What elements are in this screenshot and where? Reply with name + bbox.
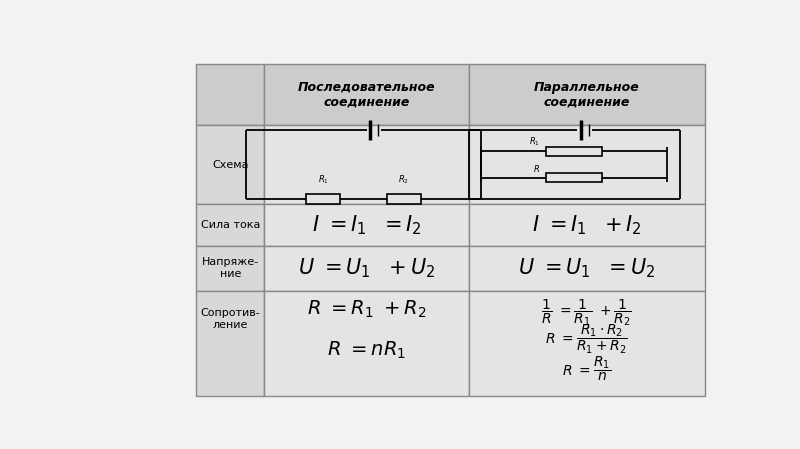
Bar [264, 291, 469, 396]
Text: $U\ =U_1\ \ =U_2$: $U\ =U_1\ \ =U_2$ [518, 256, 655, 280]
Bar [469, 64, 705, 125]
Text: $R\ =nR_1$: $R\ =nR_1$ [327, 340, 406, 361]
Text: Последовательное
соединение: Последовательное соединение [298, 80, 435, 109]
Bar [196, 64, 264, 125]
Text: $R_1$: $R_1$ [318, 173, 329, 185]
Text: Параллельное
соединение: Параллельное соединение [534, 80, 639, 109]
Bar [469, 291, 705, 396]
Text: Сопротив-
ление: Сопротив- ление [200, 308, 260, 330]
Bar [469, 246, 705, 291]
Text: $R\ =\dfrac{R_1 \cdot R_2}{R_1+R_2}$: $R\ =\dfrac{R_1 \cdot R_2}{R_1+R_2}$ [546, 323, 628, 356]
Bar [264, 64, 469, 125]
Bar [306, 194, 340, 204]
Text: Напряже-
ние: Напряже- ние [202, 257, 259, 279]
Bar [546, 173, 602, 182]
Text: Сила тока: Сила тока [201, 220, 260, 230]
Text: $I\ =I_1\ \ +I_2$: $I\ =I_1\ \ +I_2$ [532, 213, 642, 237]
Bar [546, 147, 602, 156]
Bar [264, 125, 469, 204]
Bar [386, 194, 421, 204]
Text: $R\ =\dfrac{R_1}{n}$: $R\ =\dfrac{R_1}{n}$ [562, 354, 611, 383]
Bar [196, 204, 264, 246]
Bar [264, 204, 469, 246]
Text: $R_1$: $R_1$ [530, 136, 540, 148]
Bar [196, 125, 264, 204]
Text: $R\ =R_1\ +R_2$: $R\ =R_1\ +R_2$ [306, 298, 426, 320]
Bar [196, 246, 264, 291]
Text: $R_2$: $R_2$ [398, 173, 410, 185]
Bar [469, 125, 705, 204]
Bar [469, 204, 705, 246]
Text: $U\ =U_1\ \ +U_2$: $U\ =U_1\ \ +U_2$ [298, 256, 435, 280]
Bar [264, 246, 469, 291]
Bar [196, 291, 264, 396]
Text: Схема: Схема [212, 159, 249, 170]
Text: $I\ =I_1\ \ =I_2$: $I\ =I_1\ \ =I_2$ [312, 213, 422, 237]
Text: $R$: $R$ [533, 163, 540, 174]
Text: $\dfrac{1}{R}\ =\dfrac{1}{R_1}\ +\dfrac{1}{R_2}$: $\dfrac{1}{R}\ =\dfrac{1}{R_1}\ +\dfrac{… [542, 297, 632, 328]
